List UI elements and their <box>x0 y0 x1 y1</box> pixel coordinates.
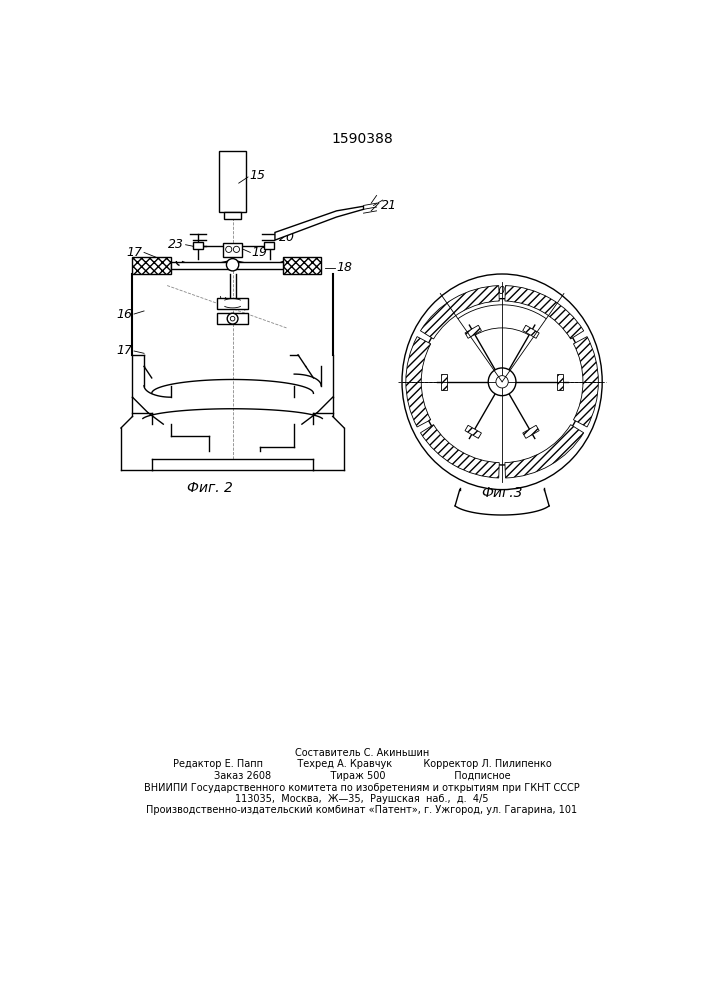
Bar <box>218 151 247 212</box>
Polygon shape <box>465 425 481 438</box>
Bar <box>283 257 321 274</box>
Wedge shape <box>573 337 598 427</box>
Polygon shape <box>522 425 539 438</box>
Bar <box>223 243 242 257</box>
Text: 21: 21 <box>381 199 397 212</box>
Circle shape <box>233 246 240 252</box>
Text: Редактор Е. Папп           Техред А. Кравчук          Корректор Л. Пилипенко: Редактор Е. Папп Техред А. Кравчук Корре… <box>173 759 551 769</box>
Bar <box>217 313 248 324</box>
Text: ВНИИПИ Государственного комитета по изобретениям и открытиям при ГКНТ СССР: ВНИИПИ Государственного комитета по изоб… <box>144 783 580 793</box>
Text: Составитель С. Акиньшин: Составитель С. Акиньшин <box>295 748 429 758</box>
Text: 16: 16 <box>117 308 132 321</box>
Wedge shape <box>421 425 499 478</box>
Polygon shape <box>275 206 363 240</box>
Text: 17: 17 <box>117 344 132 358</box>
Wedge shape <box>421 286 499 339</box>
Polygon shape <box>465 325 481 338</box>
Text: 18: 18 <box>337 261 353 274</box>
Bar <box>264 242 274 249</box>
Text: 20: 20 <box>279 231 295 244</box>
Circle shape <box>230 316 235 321</box>
Wedge shape <box>505 286 584 339</box>
Circle shape <box>226 259 239 271</box>
Text: 113035,  Москва,  Ж—35,  Раушская  наб.,  д.  4/5: 113035, Москва, Ж—35, Раушская наб., д. … <box>235 794 489 804</box>
Text: Фиг.3: Фиг.3 <box>481 486 523 500</box>
Bar <box>217 298 248 309</box>
Text: Фиг. 2: Фиг. 2 <box>187 481 233 495</box>
Polygon shape <box>522 325 539 338</box>
Circle shape <box>496 376 508 388</box>
Polygon shape <box>441 374 448 389</box>
Circle shape <box>226 246 232 252</box>
Text: 70°: 70° <box>492 286 512 296</box>
Wedge shape <box>406 337 431 427</box>
Circle shape <box>489 368 516 396</box>
Bar <box>171 262 283 269</box>
Text: Производственно-издательский комбинат «Патент», г. Ужгород, ул. Гагарина, 101: Производственно-издательский комбинат «П… <box>146 805 578 815</box>
Circle shape <box>419 299 585 465</box>
Ellipse shape <box>402 274 602 490</box>
Text: 1590388: 1590388 <box>331 132 393 146</box>
Text: 19: 19 <box>252 246 268 259</box>
Text: 17: 17 <box>127 246 143 259</box>
Circle shape <box>227 313 238 324</box>
Text: 23: 23 <box>168 238 184 251</box>
Polygon shape <box>557 374 563 389</box>
Text: 60°: 60° <box>492 312 512 322</box>
Text: 15: 15 <box>250 169 266 182</box>
Bar <box>193 242 204 249</box>
Text: Заказ 2608                   Тираж 500                      Подписное: Заказ 2608 Тираж 500 Подписное <box>214 771 510 781</box>
Bar <box>132 257 171 274</box>
Wedge shape <box>505 425 584 478</box>
Bar <box>224 212 241 219</box>
